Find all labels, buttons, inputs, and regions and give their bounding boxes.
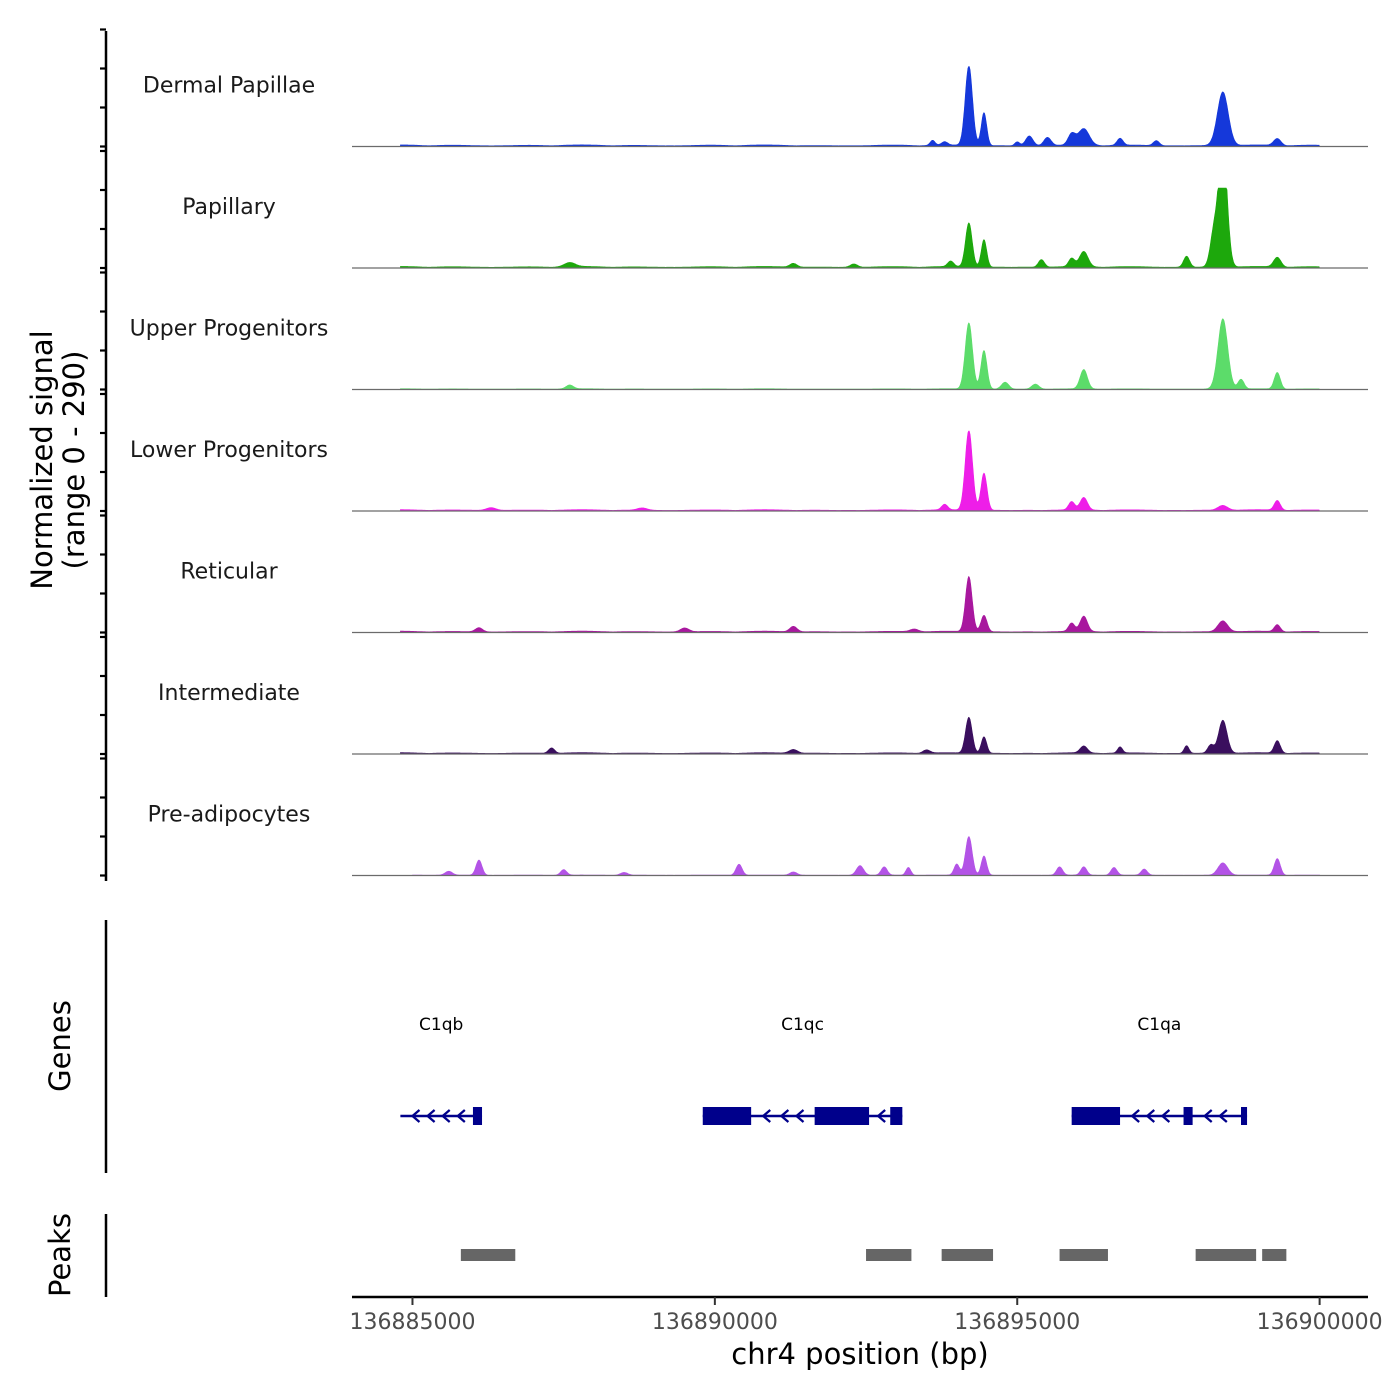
coverage-area — [400, 187, 1321, 269]
track-upper-progenitors: Upper Progenitors — [100, 271, 1368, 391]
strand-arrow — [1130, 1109, 1140, 1123]
gene-label: C1qb — [419, 1015, 463, 1035]
gene-exon — [890, 1107, 903, 1125]
y-axis-label-line1: Normalized signal — [25, 330, 59, 589]
gene-exon — [814, 1107, 870, 1125]
strand-arrow — [779, 1109, 790, 1123]
x-axis-ticks: 136885000 136890000 136895000 136900000 — [349, 1297, 1383, 1335]
genes-track-label: Genes — [43, 1000, 77, 1092]
strand-arrow — [410, 1109, 421, 1123]
track-label: Lower Progenitors — [130, 438, 328, 463]
coverage-area — [400, 430, 1321, 512]
strand-arrow — [794, 1109, 805, 1123]
peak-region — [866, 1249, 912, 1261]
peaks-track-label: Peaks — [43, 1213, 77, 1297]
strand-arrow — [761, 1109, 771, 1123]
genes-track: C1qb C1qc C1qa — [400, 1015, 1248, 1125]
strand-arrow — [1145, 1109, 1156, 1123]
coverage-area — [400, 66, 1321, 147]
gene-label: C1qa — [1137, 1015, 1181, 1035]
track-label: Pre-adipocytes — [148, 803, 311, 828]
x-tick-label: 136890000 — [652, 1310, 778, 1335]
strand-arrow — [456, 1109, 466, 1123]
gene-exon — [1183, 1107, 1193, 1125]
strand-arrow — [1218, 1109, 1228, 1123]
track-label: Papillary — [182, 195, 276, 220]
track-label: Upper Progenitors — [130, 317, 329, 342]
track-label: Dermal Papillae — [143, 74, 315, 99]
peak-region — [1059, 1249, 1108, 1261]
x-tick-label: 136895000 — [954, 1310, 1080, 1335]
gene-c1qc: C1qc — [702, 1015, 903, 1125]
track-papillary: Papillary — [100, 149, 1368, 270]
strand-arrow — [425, 1109, 436, 1123]
strand-arrow — [1160, 1109, 1171, 1123]
peak-region — [941, 1249, 994, 1261]
x-tick-label: 136900000 — [1257, 1310, 1383, 1335]
track-dermal-papillae: Dermal Papillae — [100, 28, 1368, 148]
coverage-area — [400, 716, 1321, 755]
gene-exon — [702, 1107, 752, 1125]
gene-exon — [1071, 1107, 1121, 1125]
y-axis-label-line2: (range 0 - 290) — [57, 351, 91, 570]
gene-label: C1qc — [781, 1015, 824, 1035]
y-axis-label: Normalized signal (range 0 - 290) — [25, 330, 91, 589]
track-intermediate: Intermediate — [100, 635, 1368, 756]
track-reticular: Reticular — [100, 514, 1368, 634]
peak-region — [460, 1249, 516, 1261]
gene-exon — [472, 1107, 483, 1125]
peak-region — [1195, 1249, 1257, 1261]
gene-c1qa: C1qa — [1071, 1015, 1248, 1125]
signal-tracks: Dermal Papillae Papillary Upper Progenitor… — [100, 28, 1368, 877]
strand-arrow — [876, 1109, 886, 1123]
track-lower-progenitors: Lower Progenitors — [100, 392, 1368, 513]
gene-c1qb: C1qb — [400, 1015, 483, 1125]
x-tick-label: 136885000 — [349, 1310, 475, 1335]
strand-arrow — [440, 1109, 451, 1123]
coverage-area — [400, 576, 1321, 633]
strand-arrow — [1202, 1109, 1213, 1123]
peak-region — [1262, 1249, 1287, 1261]
x-axis-label: chr4 position (bp) — [731, 1337, 988, 1371]
track-pre-adipocytes: Pre-adipocytes — [100, 757, 1368, 877]
track-label: Reticular — [180, 560, 278, 585]
gene-exon — [1241, 1107, 1248, 1125]
peaks-track — [460, 1249, 1287, 1261]
track-label: Intermediate — [158, 681, 300, 706]
